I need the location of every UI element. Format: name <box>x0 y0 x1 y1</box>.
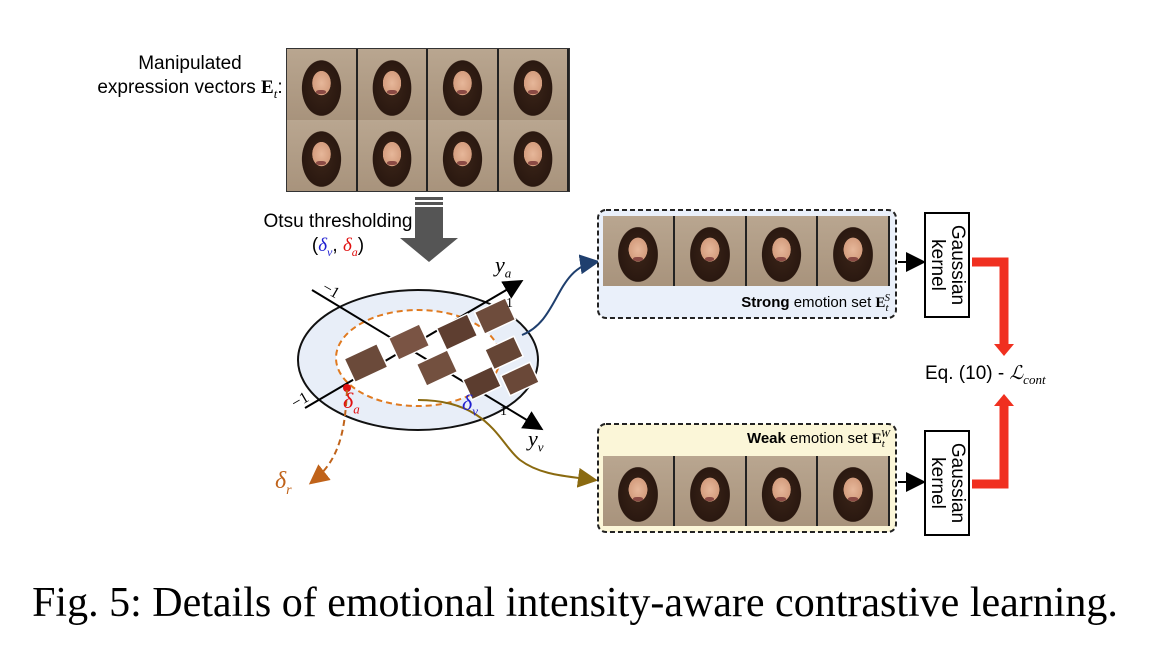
yv-axis-label: yv <box>528 426 544 455</box>
gaussian-kernel-top: Gaussian kernel <box>924 212 970 318</box>
manipulated-face-grid <box>286 48 570 192</box>
ya-axis-label: ya <box>495 252 512 281</box>
otsu-line2: (δv, δa) <box>311 235 365 259</box>
face-thumbnail <box>357 49 428 120</box>
yv-axis <box>311 289 544 431</box>
weak-frames <box>603 456 890 526</box>
red-connector-bottom <box>972 394 1014 489</box>
delta-r-label: δr <box>275 468 292 498</box>
face-thumbnail <box>287 120 358 191</box>
face-thumbnail <box>387 322 431 362</box>
face-thumbnail <box>603 216 675 286</box>
face-thumbnail <box>818 216 890 286</box>
red-connector-top <box>972 257 1014 356</box>
face-thumbnail <box>498 49 569 120</box>
face-thumbnail <box>746 216 819 286</box>
face-thumbnail <box>498 120 569 191</box>
diagram-canvas <box>297 197 1014 533</box>
figure-caption: Fig. 5: Details of emotional intensity-a… <box>32 580 1118 626</box>
face-thumbnail <box>343 342 389 384</box>
tick-pos-bottom: 1 <box>500 404 507 419</box>
face-thumbnail <box>499 361 541 397</box>
strong-frames <box>603 216 890 286</box>
face-thumbnail <box>674 456 747 526</box>
manipulated-label: Manipulated expression vectors Et: <box>90 52 290 106</box>
face-thumbnail <box>818 456 890 526</box>
gaussian-kernel-bottom: Gaussian kernel <box>924 430 970 536</box>
face-thumbnail <box>357 120 428 191</box>
face-thumbnail <box>428 120 499 191</box>
face-thumbnail <box>415 348 459 388</box>
tick-pos-top: 1 <box>506 296 513 311</box>
delta-a-point <box>343 384 351 392</box>
face-thumbnail <box>603 456 675 526</box>
delta-v-label: δv <box>462 390 479 419</box>
otsu-label: Otsu thresholding (δv, δa) <box>248 210 428 264</box>
manipulated-line1: Manipulated <box>138 53 242 74</box>
weak-curve <box>417 399 598 488</box>
face-thumbnail <box>287 49 358 120</box>
face-thumbnail <box>483 335 525 371</box>
weak-set-label: Weak emotion set EtW <box>746 428 890 450</box>
E-symbol: E <box>261 77 274 98</box>
strong-set-label: Strong emotion set EtS <box>741 292 890 314</box>
delta-r-curve <box>308 389 348 485</box>
equation-label: Eq. (10) - ℒcont <box>925 363 1046 387</box>
face-thumbnail <box>473 296 517 336</box>
delta-a-label: δa <box>343 388 360 417</box>
down-arrow-icon <box>400 197 458 262</box>
face-thumbnail <box>461 365 503 401</box>
face-points <box>343 296 541 401</box>
face-thumbnail <box>674 216 747 286</box>
face-thumbnail <box>746 456 819 526</box>
face-thumbnail <box>435 312 479 352</box>
face-thumbnail <box>428 49 499 120</box>
manipulated-line2: expression vectors Et: <box>97 77 283 101</box>
otsu-line1: Otsu thresholding <box>263 211 413 232</box>
strong-curve <box>521 254 600 336</box>
